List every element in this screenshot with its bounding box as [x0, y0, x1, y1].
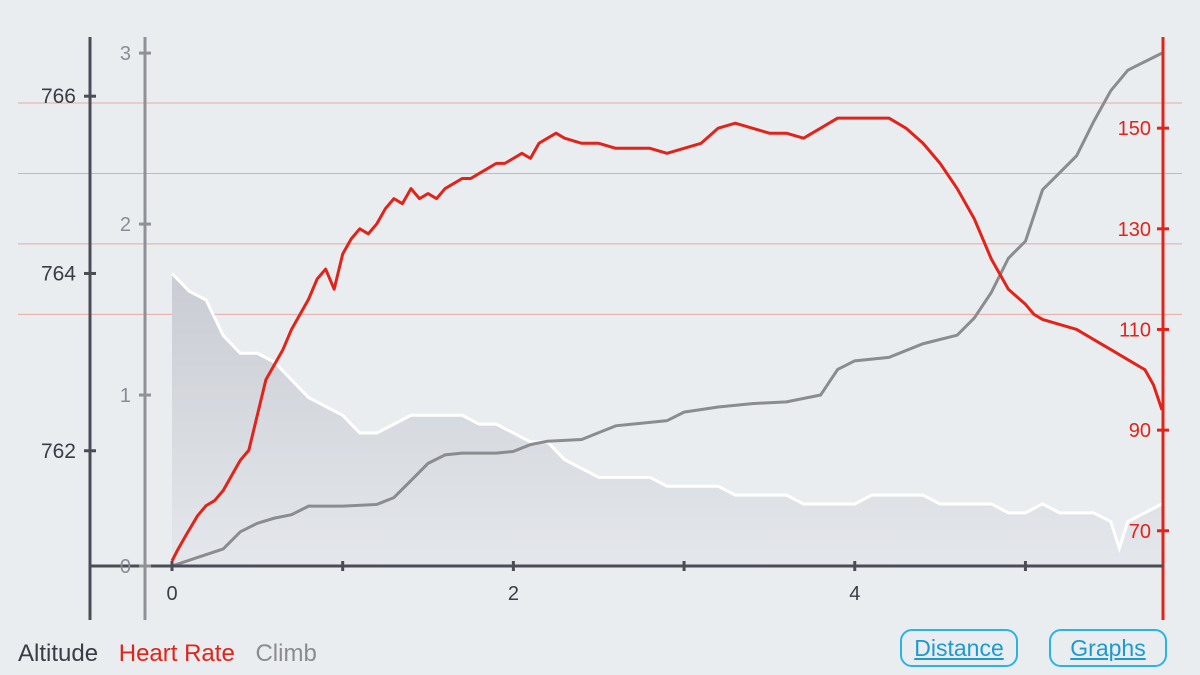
- climb-line: [171, 51, 1163, 568]
- altitude-tick-label: 762: [41, 440, 76, 463]
- x-tick-label: 2: [508, 583, 519, 605]
- altitude-line: [170, 272, 1163, 554]
- x-tick-label: 0: [166, 583, 177, 605]
- heart-rate-tick-label: 110: [1119, 319, 1151, 341]
- graphs-button[interactable]: Graphs: [1049, 629, 1167, 667]
- heart-rate-line: [170, 116, 1164, 562]
- heart-rate-tick-label: 90: [1129, 420, 1151, 442]
- heart-rate-tick-label: 150: [1118, 118, 1151, 140]
- climb-tick-label: 2: [120, 214, 131, 236]
- legend-heart-rate: Heart Rate: [118, 640, 235, 667]
- heart-rate-tick-label: 70: [1129, 521, 1151, 543]
- climb-tick-label: 3: [120, 43, 131, 65]
- heart-rate-tick-label: 130: [1118, 219, 1151, 241]
- climb-tick-label: 1: [120, 385, 131, 407]
- x-tick-label: 4: [849, 583, 860, 605]
- legend-climb: Climb: [255, 640, 317, 667]
- altitude-tick-label: 766: [41, 85, 76, 108]
- distance-button[interactable]: Distance: [900, 629, 1018, 667]
- legend-altitude: Altitude: [18, 640, 99, 667]
- altitude-area: [172, 273, 1162, 566]
- altitude-tick-label: 764: [41, 262, 76, 285]
- climb-tick-label: 0: [120, 556, 131, 578]
- chart-legend: Altitude Heart Rate Climb: [18, 640, 331, 668]
